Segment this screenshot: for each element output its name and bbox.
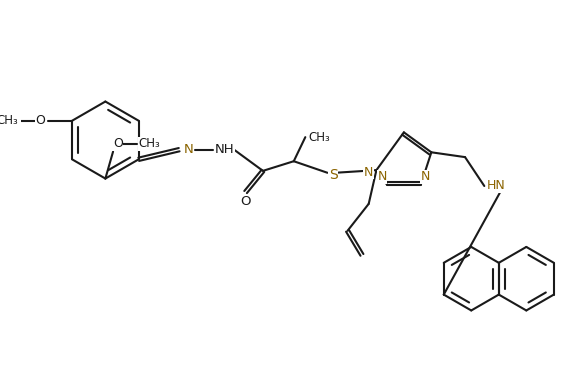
Text: N: N xyxy=(377,170,387,183)
Text: S: S xyxy=(329,168,338,182)
Text: CH₃: CH₃ xyxy=(139,137,160,151)
Text: O: O xyxy=(113,137,123,151)
Text: CH₃: CH₃ xyxy=(0,114,18,127)
Text: HN: HN xyxy=(486,179,505,193)
Text: CH₃: CH₃ xyxy=(308,130,329,144)
Text: N: N xyxy=(184,143,194,156)
Text: NH: NH xyxy=(214,143,234,156)
Text: N: N xyxy=(364,166,373,179)
Text: O: O xyxy=(240,195,251,208)
Text: N: N xyxy=(421,170,430,183)
Text: O: O xyxy=(35,114,45,127)
